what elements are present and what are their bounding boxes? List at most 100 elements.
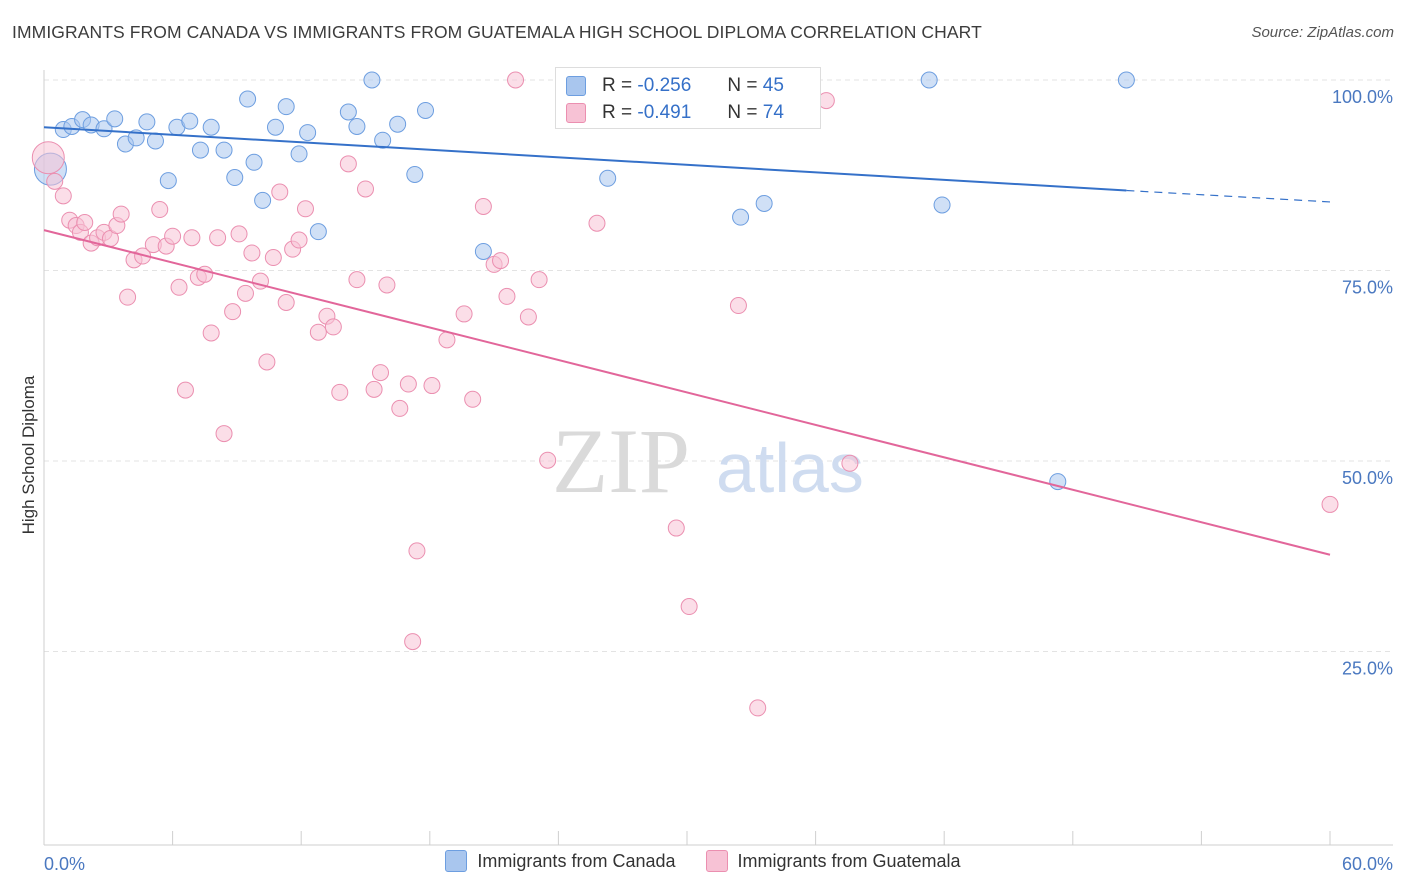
point-canada (599, 169, 617, 187)
point-canada (290, 145, 308, 163)
y-tick-label: 100.0% (1332, 87, 1393, 107)
point-canada (374, 131, 392, 149)
point-guatemala (539, 451, 557, 469)
stats-row-guatemala: R = -0.491 N = 74 (556, 99, 784, 127)
point-guatemala (1321, 495, 1339, 513)
point-guatemala (399, 375, 417, 393)
point-guatemala (331, 383, 349, 401)
point-guatemala (31, 141, 65, 175)
stats-n-label: N = (727, 75, 758, 96)
stats-n-label: N = (727, 102, 758, 123)
point-guatemala (519, 308, 537, 326)
point-canada (95, 120, 113, 138)
y-tick-label: 75.0% (1342, 278, 1393, 298)
trendline-guatemala (43, 229, 1331, 556)
point-guatemala (264, 249, 282, 267)
point-guatemala (164, 227, 182, 245)
point-canada (254, 191, 272, 209)
chart-source: Source: ZipAtlas.com (1251, 24, 1394, 41)
point-guatemala (408, 542, 426, 560)
point-guatemala (680, 598, 698, 616)
trendline-canada-extension (1126, 189, 1331, 203)
watermark-atlas: atlas (716, 429, 864, 507)
legend-label-guatemala: Immigrants from Guatemala (737, 850, 961, 871)
trendline-canada (43, 126, 1127, 192)
point-guatemala (176, 381, 194, 399)
x-tick-labels: 0.0% 60.0% (44, 854, 1393, 874)
point-guatemala (119, 288, 137, 306)
point-canada (159, 172, 177, 190)
point-guatemala (183, 229, 201, 247)
point-canada (406, 165, 424, 183)
point-guatemala (215, 425, 233, 443)
chart-title: IMMIGRANTS FROM CANADA VS IMMIGRANTS FRO… (12, 22, 982, 42)
point-guatemala (474, 197, 492, 215)
point-guatemala (464, 390, 482, 408)
point-guatemala (230, 225, 248, 243)
point-canada (339, 103, 357, 121)
point-guatemala (290, 231, 308, 249)
point-canada (309, 223, 327, 241)
point-guatemala (277, 294, 295, 312)
axes (43, 70, 1393, 846)
stats-legend: R = -0.256 N = 45 R = -0.491 N = 74 (555, 67, 821, 129)
watermark: ZIP atlas (552, 410, 864, 512)
point-guatemala (498, 287, 516, 305)
point-guatemala (271, 183, 289, 201)
point-guatemala (841, 454, 859, 472)
point-guatemala (54, 187, 72, 205)
point-canada (226, 169, 244, 187)
point-guatemala (423, 377, 441, 395)
point-guatemala (243, 244, 261, 262)
stats-r-label: R = (602, 102, 633, 123)
legend-label-canada: Immigrants from Canada (477, 850, 676, 871)
point-canada (215, 141, 233, 159)
point-canada (920, 71, 938, 89)
point-guatemala (151, 201, 169, 219)
y-tick-labels: 100.0% 75.0% 50.0% 25.0% (1332, 87, 1393, 679)
point-canada (245, 153, 263, 171)
y-tick-label: 50.0% (1342, 468, 1393, 488)
point-guatemala (348, 271, 366, 289)
point-guatemala (404, 633, 422, 651)
x-tick-max: 60.0% (1342, 854, 1393, 874)
legend: Immigrants from Canada Immigrants from G… (0, 850, 1406, 872)
legend-item-guatemala: Immigrants from Guatemala (705, 850, 961, 872)
point-guatemala (112, 205, 130, 223)
point-guatemala (588, 214, 606, 232)
point-canada (348, 117, 366, 135)
legend-swatch-guatemala (705, 850, 728, 872)
point-guatemala (667, 519, 685, 537)
point-canada (755, 194, 773, 212)
point-guatemala (378, 276, 396, 294)
point-guatemala (339, 155, 357, 173)
point-canada (191, 141, 209, 159)
point-canada (202, 118, 220, 136)
point-canada (363, 71, 381, 89)
trend-lines (43, 126, 1331, 556)
x-tick-min: 0.0% (44, 854, 85, 874)
point-guatemala (729, 297, 747, 315)
point-canada (127, 129, 145, 147)
point-guatemala (391, 399, 409, 417)
point-guatemala (324, 318, 342, 336)
point-guatemala (76, 213, 94, 231)
point-guatemala (258, 353, 276, 371)
point-guatemala (224, 303, 242, 321)
watermark-zip: ZIP (552, 410, 690, 512)
legend-swatch-canada (445, 850, 468, 872)
point-guatemala (749, 699, 767, 717)
stats-n-value: 74 (762, 102, 784, 123)
point-guatemala (530, 271, 548, 289)
point-canada (266, 118, 284, 136)
point-guatemala (296, 200, 314, 218)
point-guatemala (236, 284, 254, 302)
point-canada (299, 124, 317, 142)
stats-r-value: -0.256 (637, 75, 692, 96)
point-guatemala (309, 323, 327, 341)
point-guatemala (507, 71, 525, 89)
point-guatemala (46, 172, 64, 190)
point-canada (389, 115, 407, 133)
legend-item-canada: Immigrants from Canada (445, 850, 676, 872)
